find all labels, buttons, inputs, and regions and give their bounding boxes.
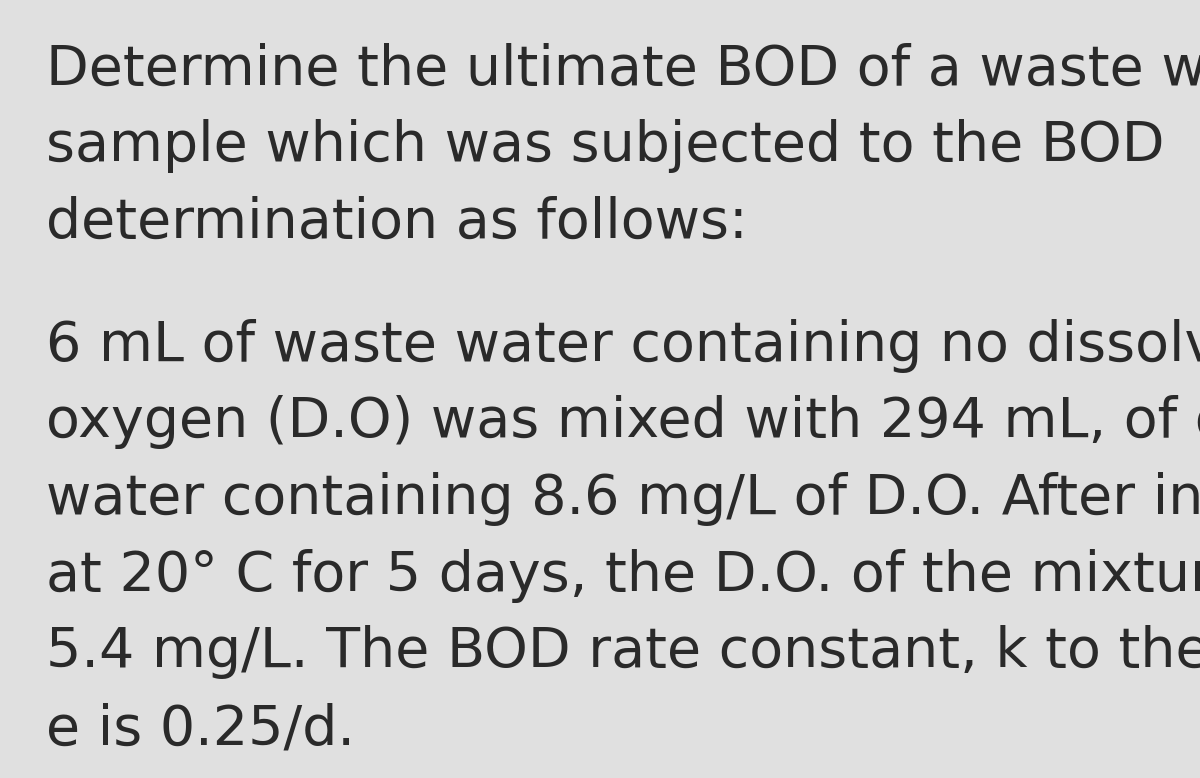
Text: Determine the ultimate BOD of a waste water: Determine the ultimate BOD of a waste wa… <box>46 43 1200 96</box>
Text: 6 mL of waste water containing no dissolved: 6 mL of waste water containing no dissol… <box>46 319 1200 373</box>
Text: 5.4 mg/L. The BOD rate constant, k to the base: 5.4 mg/L. The BOD rate constant, k to th… <box>46 626 1200 679</box>
Text: determination as follows:: determination as follows: <box>46 196 748 250</box>
Text: oxygen (D.O) was mixed with 294 mL, of dilution: oxygen (D.O) was mixed with 294 mL, of d… <box>46 395 1200 450</box>
Text: e is 0.25/d.: e is 0.25/d. <box>46 702 355 756</box>
Text: at 20° C for 5 days, the D.O. of the mixture was: at 20° C for 5 days, the D.O. of the mix… <box>46 548 1200 603</box>
Text: water containing 8.6 mg/L of D.O. After incubation: water containing 8.6 mg/L of D.O. After … <box>46 472 1200 526</box>
Text: sample which was subjected to the BOD: sample which was subjected to the BOD <box>46 120 1164 173</box>
